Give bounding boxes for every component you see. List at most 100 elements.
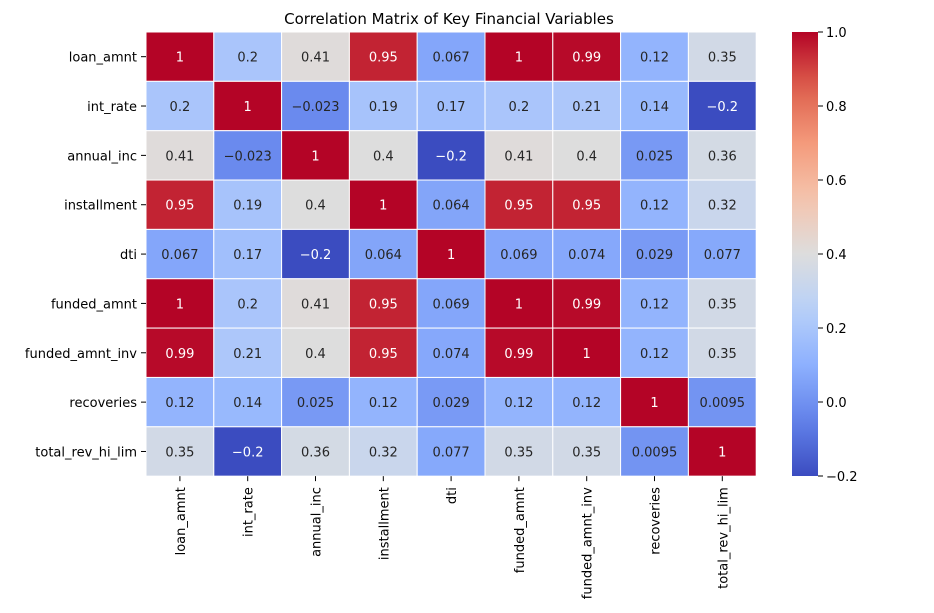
heatmap-cell-dti-funded-amnt — [484, 228, 554, 280]
cell-annotation: 0.077 — [704, 248, 741, 263]
heatmap-cell-loan-amnt-recoveries — [620, 31, 689, 82]
cell-annotation: 0.95 — [165, 199, 194, 214]
row-label-int-rate: int_rate — [87, 100, 137, 115]
cell-annotation: 0.99 — [504, 347, 533, 362]
cell-annotation: 0.41 — [301, 297, 330, 312]
heatmap-cell-funded-amnt-recoveries — [620, 278, 689, 329]
heatmap-cell-installment-installment — [348, 179, 418, 230]
cell-annotation: 0.2 — [237, 297, 258, 312]
cell-annotation: 0.35 — [165, 445, 194, 460]
heatmap-cell-loan-amnt-int-rate — [213, 31, 283, 82]
cell-annotation: 0.35 — [708, 297, 737, 312]
heatmap-cell-dti-loan-amnt — [145, 228, 215, 280]
chart-title: Correlation Matrix of Key Financial Vari… — [284, 10, 614, 28]
heatmap-cell-installment-int-rate — [213, 179, 283, 230]
heatmap-cell-int-rate-recoveries — [620, 80, 689, 132]
heatmap-cell-funded-amnt-total-rev-hi-lim — [687, 278, 757, 329]
cell-annotation: 0.069 — [432, 297, 469, 312]
heatmap-cell-int-rate-funded-amnt-inv — [552, 80, 622, 132]
cell-annotation: 0.41 — [165, 149, 194, 164]
cell-annotation: 0.064 — [432, 199, 469, 214]
cell-annotation: 0.074 — [432, 347, 469, 362]
row-labels: loan_amnt int_rate annual_inc installment dt… — [25, 51, 146, 460]
heatmap-cell-funded-amnt-int-rate — [213, 278, 283, 329]
row-label-total-rev-hi-lim: total_rev_hi_lim — [35, 445, 137, 460]
cell-annotation: 1 — [650, 396, 658, 411]
cell-annotation: 0.12 — [640, 199, 669, 214]
cell-annotation: 0.99 — [572, 51, 601, 66]
heatmap-cell-installment-loan-amnt — [145, 179, 215, 230]
cell-annotation: 0.4 — [576, 149, 597, 164]
cell-annotation: 1 — [311, 149, 319, 164]
column-label-funded-amnt-inv: funded_amnt_inv — [581, 487, 596, 599]
cell-annotation: 0.35 — [708, 51, 737, 66]
column-label-recoveries: recoveries — [649, 487, 664, 555]
cell-annotation: 0.14 — [640, 100, 669, 115]
colorbar-tick-label: 0.0 — [826, 396, 847, 411]
heatmap-cell-int-rate-total-rev-hi-lim — [687, 80, 757, 132]
row-label-recoveries: recoveries — [69, 396, 137, 411]
cell-annotation: 0.19 — [233, 199, 262, 214]
row-label-annual-inc: annual_inc — [67, 149, 137, 164]
colorbar-tick-label: −0.2 — [826, 470, 858, 485]
cell-annotation: −0.2 — [232, 445, 264, 460]
colorbar-tick-label: 1.0 — [826, 26, 847, 41]
cell-annotation: 0.12 — [504, 396, 533, 411]
heatmap-cell-annual-inc-loan-amnt — [145, 130, 215, 181]
colorbar-gradient — [792, 32, 818, 476]
cell-annotation: 0.95 — [369, 51, 398, 66]
heatmap-cell-recoveries-dti — [416, 376, 486, 428]
heatmap-cell-loan-amnt-loan-amnt — [145, 31, 215, 82]
heatmap-cell-funded-amnt-funded-amnt — [484, 278, 554, 329]
heatmap-cell-dti-annual-inc — [281, 228, 350, 280]
cell-annotation: 0.025 — [297, 396, 334, 411]
cell-annotation: 0.36 — [708, 149, 737, 164]
heatmap-cell-recoveries-funded-amnt — [484, 376, 554, 428]
cell-annotation: −0.2 — [707, 100, 739, 115]
cell-annotation: 0.069 — [500, 248, 537, 263]
heatmap-cell-int-rate-annual-inc — [281, 80, 350, 132]
cell-annotation: 0.32 — [369, 445, 398, 460]
cell-annotation: 1 — [176, 51, 184, 66]
heatmap-cell-annual-inc-annual-inc — [281, 130, 350, 181]
row-label-funded-amnt: funded_amnt — [51, 297, 137, 312]
heatmap-cell-total-rev-hi-lim-int-rate — [213, 426, 283, 477]
row-label-dti: dti — [120, 248, 137, 263]
cell-annotation: 1 — [176, 297, 184, 312]
heatmap-cell-annual-inc-int-rate — [213, 130, 283, 181]
heatmap-cell-total-rev-hi-lim-installment — [348, 426, 418, 477]
cell-annotation: −0.2 — [435, 149, 467, 164]
cell-annotation: 1 — [718, 445, 726, 460]
heatmap-cell-funded-amnt-dti — [416, 278, 486, 329]
heatmap-cell-total-rev-hi-lim-funded-amnt-inv — [552, 426, 622, 477]
column-labels: loan_amnt int_rate annual_inc installment dt… — [174, 476, 731, 599]
cell-annotation: 0.41 — [301, 51, 330, 66]
heatmap-cell-total-rev-hi-lim-total-rev-hi-lim — [687, 426, 757, 477]
column-label-loan-amnt: loan_amnt — [174, 487, 189, 555]
cell-annotation: 0.95 — [572, 199, 601, 214]
heatmap-cell-funded-amnt-loan-amnt — [145, 278, 215, 329]
heatmap-cell-funded-amnt-installment — [348, 278, 418, 329]
cell-annotation: 0.12 — [572, 396, 601, 411]
cell-annotation: 0.95 — [369, 347, 398, 362]
cell-annotation: 0.21 — [572, 100, 601, 115]
heatmap-cell-annual-inc-installment — [348, 130, 418, 181]
heatmap-cell-dti-total-rev-hi-lim — [687, 228, 757, 280]
heatmap-cell-loan-amnt-annual-inc — [281, 31, 350, 82]
cell-annotation: 0.99 — [165, 347, 194, 362]
cell-annotation: 0.41 — [504, 149, 533, 164]
column-label-installment: installment — [377, 487, 392, 560]
cell-annotation: 0.12 — [640, 51, 669, 66]
heatmap-cell-recoveries-installment — [348, 376, 418, 428]
cell-annotation: 1 — [244, 100, 252, 115]
cell-annotation: 0.077 — [432, 445, 469, 460]
cell-annotation: 0.32 — [708, 199, 737, 214]
cell-annotation: 0.4 — [305, 199, 326, 214]
cell-annotation: 0.12 — [640, 297, 669, 312]
cell-annotation: 0.029 — [636, 248, 673, 263]
heatmap-cell-total-rev-hi-lim-dti — [416, 426, 486, 477]
cell-annotation: 0.14 — [233, 396, 262, 411]
cell-annotation: 0.4 — [305, 347, 326, 362]
cell-annotation: 0.025 — [636, 149, 673, 164]
